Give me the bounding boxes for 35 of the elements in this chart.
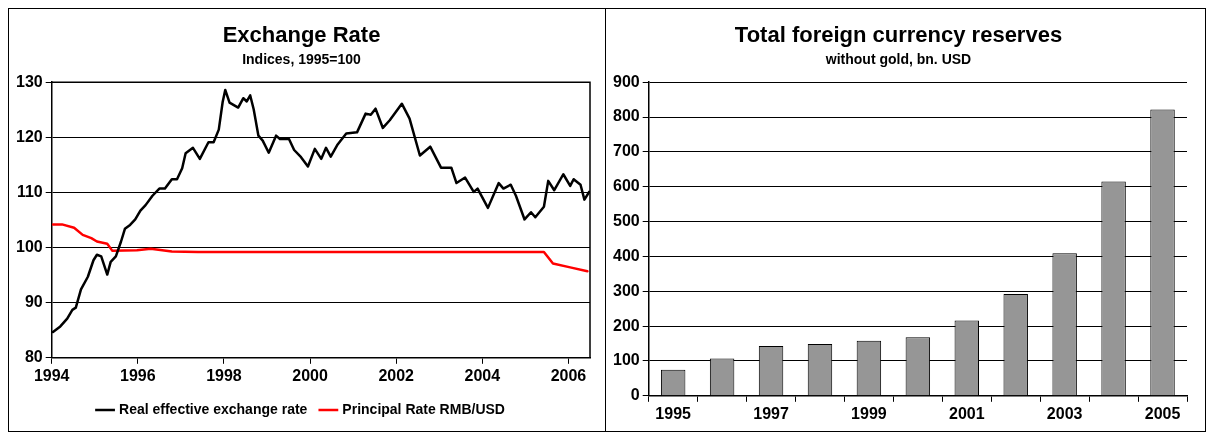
y-tick-label: 700 xyxy=(612,142,640,160)
x-tick-label: 2003 xyxy=(1046,404,1083,422)
y-tick-label: 500 xyxy=(612,211,640,229)
y-tick-label: 120 xyxy=(15,127,43,145)
y-tick-label: 90 xyxy=(24,293,43,311)
x-tick-label: 1999 xyxy=(851,404,887,422)
legend-label: Principal Rate RMB/USD xyxy=(342,400,505,417)
chart-title: Exchange Rate xyxy=(222,22,381,48)
x-tick-label: 2005 xyxy=(1144,404,1181,422)
y-tick-label: 400 xyxy=(612,246,640,264)
y-tick-label: 110 xyxy=(16,182,43,200)
y-tick-label: 300 xyxy=(612,281,640,299)
y-tick-label: 80 xyxy=(24,348,43,366)
x-tick-label: 2002 xyxy=(378,366,415,384)
y-tick-label: 200 xyxy=(612,316,640,334)
y-tick-label: 600 xyxy=(612,177,640,195)
chart-subtitle: Indices, 1995=100 xyxy=(242,50,362,67)
y-tick-label: 100 xyxy=(15,237,43,255)
x-tick-label: 2000 xyxy=(292,366,328,384)
y-tick-label: 130 xyxy=(15,72,43,90)
chart-title: Total foreign currency reserves xyxy=(734,22,1063,48)
x-tick-label: 1995 xyxy=(655,404,692,422)
x-tick-label: 1994 xyxy=(33,366,70,384)
x-tick-label: 1997 xyxy=(753,404,789,422)
y-tick-label: 900 xyxy=(612,72,640,90)
x-tick-label: 1996 xyxy=(120,366,156,384)
chart-subtitle: without gold, bn. USD xyxy=(824,50,972,67)
x-tick-label: 1998 xyxy=(206,366,242,384)
y-tick-label: 0 xyxy=(630,386,640,404)
y-tick-label: 800 xyxy=(612,107,640,125)
x-tick-label: 2001 xyxy=(948,404,985,422)
legend-label: Real effective exchange rate xyxy=(119,400,308,417)
y-tick-label: 100 xyxy=(612,351,640,369)
x-tick-label: 2004 xyxy=(464,366,501,384)
x-tick-label: 2006 xyxy=(550,366,587,384)
